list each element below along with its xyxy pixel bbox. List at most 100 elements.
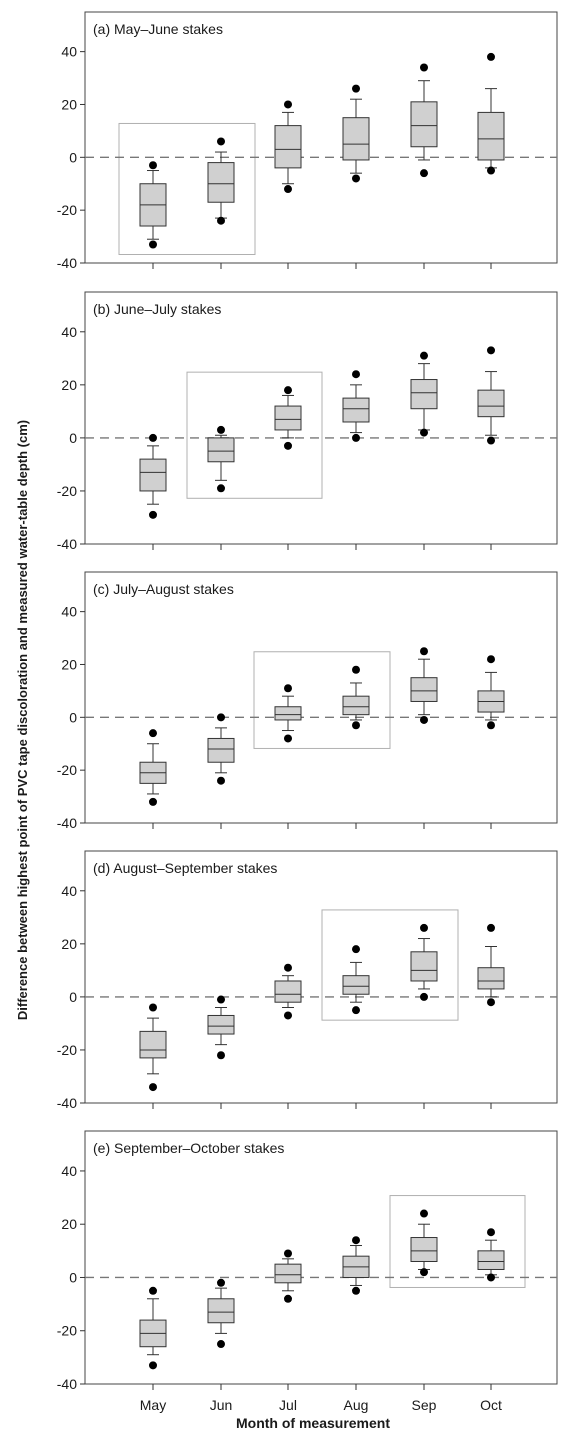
y-tick-label: -20 — [57, 483, 77, 499]
box-jul — [274, 386, 302, 450]
box-jun — [207, 713, 235, 785]
box-aug — [342, 84, 370, 183]
y-tick-label: -40 — [57, 255, 77, 271]
x-tick-label: May — [140, 1397, 166, 1413]
outlier-point-low — [420, 992, 428, 1001]
outlier-point-high — [284, 386, 292, 395]
x-tick-label: Jun — [210, 1397, 233, 1413]
box-sep — [410, 1209, 438, 1277]
outlier-point-low — [352, 721, 360, 730]
box-may — [139, 1286, 167, 1370]
outlier-point-high — [352, 665, 360, 674]
x-tick-label: Oct — [480, 1397, 502, 1413]
panel-title: (e) September–October stakes — [93, 1140, 284, 1156]
outlier-point-high — [352, 945, 360, 954]
outlier-point-high — [487, 1228, 495, 1237]
box-body — [410, 951, 438, 982]
outlier-point-low — [352, 174, 360, 183]
outlier-point-low — [284, 185, 292, 194]
y-tick-label: 0 — [69, 709, 77, 725]
box-body — [274, 1263, 302, 1284]
outlier-point-high — [420, 63, 428, 72]
highlight-frame — [118, 122, 256, 256]
outlier-point-high — [352, 1236, 360, 1245]
box-body — [410, 677, 438, 702]
box-body — [207, 162, 235, 203]
outlier-point-high — [217, 137, 225, 146]
box-aug — [342, 665, 370, 730]
highlight-frame — [253, 651, 391, 749]
y-tick-label: 20 — [61, 1216, 77, 1232]
outlier-point-high — [149, 161, 157, 170]
box-sep — [410, 923, 438, 1001]
box-jun — [207, 995, 235, 1060]
box-sep — [410, 647, 438, 724]
box-aug — [342, 1236, 370, 1295]
x-tick-label: Sep — [412, 1397, 437, 1413]
outlier-point-low — [352, 1006, 360, 1015]
outlier-point-low — [284, 734, 292, 743]
y-tick-label: 40 — [61, 44, 77, 60]
box-body — [410, 379, 438, 410]
box-jun — [207, 425, 235, 493]
outlier-point-high — [487, 52, 495, 61]
box-may — [139, 161, 167, 249]
box-body — [207, 437, 235, 463]
outlier-point-low — [284, 1294, 292, 1303]
y-tick-label: -40 — [57, 1376, 77, 1392]
box-may — [139, 729, 167, 806]
outlier-point-low — [217, 484, 225, 493]
box-jul — [274, 1249, 302, 1303]
x-tick-label: Jul — [279, 1397, 297, 1413]
box-jul — [274, 100, 302, 194]
box-body — [477, 1250, 505, 1270]
y-tick-label: -20 — [57, 1323, 77, 1339]
y-tick-label: -40 — [57, 536, 77, 552]
y-tick-label: 40 — [61, 324, 77, 340]
outlier-point-low — [487, 166, 495, 175]
y-axis-label: Difference between highest point of PVC … — [15, 420, 30, 1020]
outlier-point-high — [217, 425, 225, 434]
outlier-point-low — [420, 715, 428, 724]
box-sep — [410, 351, 438, 437]
outlier-point-high — [487, 346, 495, 355]
outlier-point-high — [487, 655, 495, 664]
outlier-point-low — [217, 776, 225, 785]
outlier-point-low — [352, 1286, 360, 1295]
panel-a: (a) May–June stakes -40 -20 0 20 40 — [57, 11, 558, 271]
highlight-frame — [186, 371, 323, 499]
box-body — [274, 980, 302, 1003]
box-jul — [274, 963, 302, 1020]
outlier-point-high — [352, 84, 360, 93]
box-body — [477, 111, 505, 161]
y-tick-label: 20 — [61, 656, 77, 672]
outlier-point-high — [487, 923, 495, 932]
outlier-point-high — [420, 1209, 428, 1218]
outlier-point-high — [149, 729, 157, 738]
outlier-point-high — [352, 370, 360, 379]
outlier-point-low — [217, 1051, 225, 1060]
box-body — [342, 117, 370, 161]
outlier-point-high — [284, 1249, 292, 1258]
box-oct — [477, 346, 505, 445]
box-body — [207, 1298, 235, 1324]
box-oct — [477, 1228, 505, 1282]
outlier-point-low — [149, 797, 157, 806]
box-body — [342, 397, 370, 423]
outlier-point-low — [420, 169, 428, 178]
highlight-frame — [321, 909, 459, 1021]
panel-d: (d) August–September stakes -40 -20 0 20 40 — [57, 850, 558, 1111]
outlier-point-low — [217, 1340, 225, 1349]
outlier-point-high — [149, 1286, 157, 1295]
box-may — [139, 1003, 167, 1092]
y-tick-label: 20 — [61, 377, 77, 393]
panel-b: (b) June–July stakes -40 -20 0 20 40 — [57, 291, 558, 552]
box-body — [342, 975, 370, 995]
outlier-point-low — [352, 433, 360, 442]
y-tick-label: 40 — [61, 883, 77, 899]
y-tick-label: 0 — [69, 1269, 77, 1285]
box-body — [410, 1237, 438, 1262]
outlier-point-low — [487, 998, 495, 1007]
